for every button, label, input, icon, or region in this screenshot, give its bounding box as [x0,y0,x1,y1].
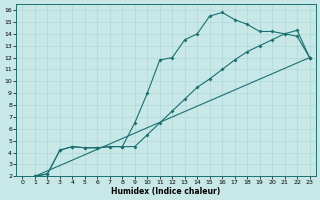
X-axis label: Humidex (Indice chaleur): Humidex (Indice chaleur) [111,187,221,196]
